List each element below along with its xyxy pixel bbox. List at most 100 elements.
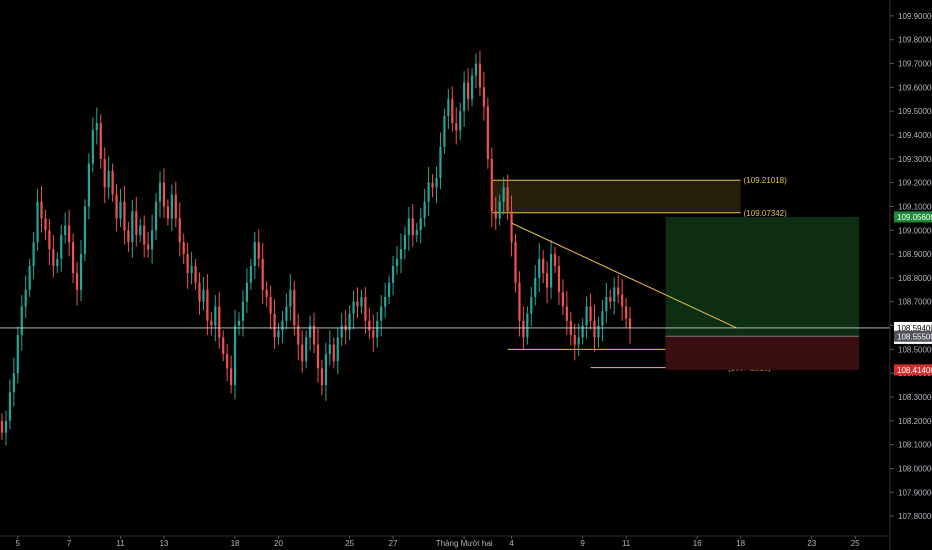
- candle[interactable]: [447, 89, 450, 129]
- candle[interactable]: [60, 225, 63, 272]
- candle[interactable]: [277, 323, 280, 345]
- candle[interactable]: [459, 102, 462, 141]
- candle[interactable]: [407, 206, 410, 251]
- candle[interactable]: [609, 289, 612, 309]
- candle[interactable]: [553, 246, 557, 274]
- candle[interactable]: [384, 282, 387, 318]
- candle[interactable]: [135, 196, 138, 247]
- candle[interactable]: [115, 184, 118, 232]
- candle[interactable]: [391, 255, 395, 296]
- candle[interactable]: [490, 147, 493, 227]
- candle[interactable]: [233, 309, 237, 400]
- candle[interactable]: [226, 344, 229, 382]
- candle[interactable]: [502, 177, 505, 215]
- candle[interactable]: [83, 199, 87, 262]
- candle[interactable]: [123, 185, 126, 245]
- candle[interactable]: [174, 181, 177, 227]
- candle[interactable]: [210, 312, 213, 336]
- candle[interactable]: [119, 188, 122, 227]
- candle[interactable]: [376, 312, 379, 348]
- candle[interactable]: [32, 232, 35, 279]
- candle[interactable]: [498, 194, 501, 226]
- candle[interactable]: [190, 251, 193, 285]
- candle[interactable]: [356, 287, 359, 318]
- candle[interactable]: [182, 233, 185, 265]
- candles[interactable]: [0, 50, 632, 446]
- candle[interactable]: [360, 289, 363, 314]
- candle[interactable]: [95, 107, 98, 145]
- candle[interactable]: [170, 184, 173, 232]
- candle[interactable]: [506, 174, 509, 220]
- candle[interactable]: [20, 295, 23, 351]
- candle[interactable]: [388, 275, 391, 305]
- candle[interactable]: [336, 327, 339, 375]
- candle[interactable]: [68, 209, 71, 257]
- candle[interactable]: [368, 307, 371, 339]
- candle[interactable]: [581, 318, 584, 345]
- candle[interactable]: [601, 299, 604, 342]
- candle[interactable]: [36, 188, 39, 251]
- candle[interactable]: [198, 272, 201, 315]
- candle[interactable]: [40, 185, 43, 233]
- candle[interactable]: [52, 235, 55, 278]
- candle[interactable]: [463, 71, 466, 127]
- candle[interactable]: [589, 293, 592, 330]
- candle[interactable]: [245, 268, 248, 314]
- candle[interactable]: [91, 117, 94, 173]
- candle[interactable]: [443, 108, 446, 155]
- candle[interactable]: [324, 342, 327, 401]
- candle[interactable]: [289, 274, 292, 321]
- candle[interactable]: [320, 359, 324, 396]
- candle[interactable]: [605, 282, 608, 323]
- candle[interactable]: [380, 295, 383, 337]
- candle[interactable]: [237, 312, 241, 336]
- candle[interactable]: [162, 168, 166, 218]
- candle[interactable]: [510, 195, 513, 257]
- candle[interactable]: [577, 323, 580, 357]
- candle[interactable]: [273, 299, 276, 349]
- candle[interactable]: [12, 357, 15, 407]
- candle[interactable]: [222, 330, 225, 362]
- candle[interactable]: [0, 413, 4, 440]
- candle[interactable]: [139, 218, 142, 243]
- candle[interactable]: [309, 315, 312, 351]
- candle[interactable]: [427, 166, 430, 216]
- candle[interactable]: [573, 323, 576, 361]
- candle[interactable]: [494, 196, 497, 230]
- candle[interactable]: [348, 305, 351, 341]
- candle[interactable]: [241, 290, 245, 337]
- candle[interactable]: [154, 193, 158, 241]
- candle[interactable]: [597, 316, 600, 348]
- candle[interactable]: [439, 132, 442, 190]
- candle[interactable]: [261, 243, 264, 305]
- time-axis[interactable]: 5 7 11 13 18 20 25 27 Tháng Mười hai 4 9 11 16 18 23 25: [0, 535, 890, 548]
- candle[interactable]: [64, 212, 67, 244]
- candle[interactable]: [297, 314, 300, 361]
- candle[interactable]: [281, 310, 284, 344]
- candle[interactable]: [265, 281, 268, 307]
- candle[interactable]: [103, 147, 106, 204]
- supply-zone-box[interactable]: [491, 180, 741, 213]
- candle[interactable]: [214, 295, 217, 342]
- candle[interactable]: [305, 330, 308, 369]
- candle[interactable]: [518, 271, 521, 337]
- trendline[interactable]: [511, 222, 737, 329]
- target-zone[interactable]: [665, 216, 860, 337]
- candle[interactable]: [202, 276, 205, 311]
- candle[interactable]: [269, 285, 272, 330]
- candle[interactable]: [127, 221, 130, 253]
- candle[interactable]: [474, 53, 478, 89]
- candle[interactable]: [625, 297, 628, 329]
- candle[interactable]: [411, 204, 414, 247]
- candle[interactable]: [166, 199, 169, 226]
- candle[interactable]: [75, 261, 79, 306]
- candle[interactable]: [538, 243, 541, 293]
- candle[interactable]: [186, 242, 189, 289]
- candle[interactable]: [621, 278, 624, 321]
- stop-zone[interactable]: [665, 336, 860, 370]
- candle[interactable]: [542, 250, 545, 284]
- candle[interactable]: [285, 293, 288, 330]
- candle[interactable]: [332, 337, 335, 369]
- candle[interactable]: [107, 156, 110, 199]
